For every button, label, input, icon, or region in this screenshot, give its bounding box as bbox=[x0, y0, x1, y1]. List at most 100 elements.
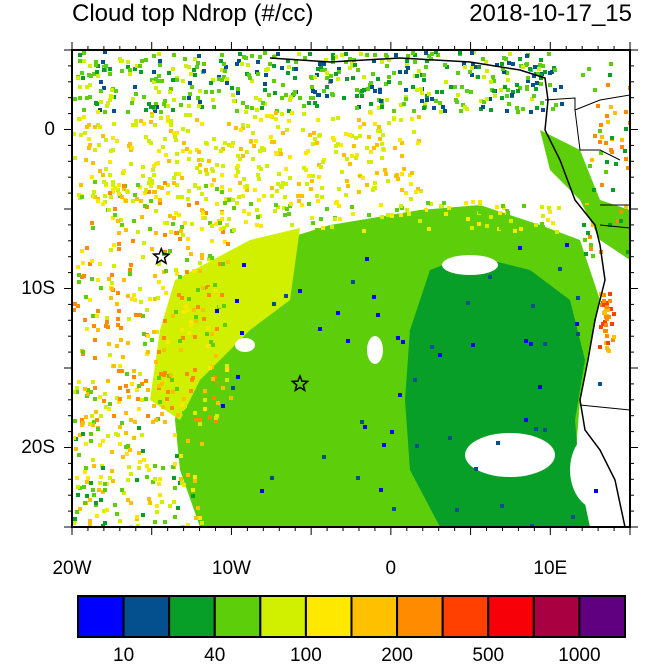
cloud-pixel bbox=[244, 56, 248, 60]
colorbar-box bbox=[441, 595, 490, 638]
cloud-pixel bbox=[149, 120, 153, 124]
cloud-pixel bbox=[383, 168, 387, 172]
cloud-pixel bbox=[171, 222, 175, 226]
cloud-pixel bbox=[372, 59, 376, 63]
cloud-pixel bbox=[424, 65, 428, 69]
cloud-pixel bbox=[530, 524, 534, 527]
cloud-pixel bbox=[329, 74, 333, 78]
cloud-pixel bbox=[144, 397, 148, 401]
cloud-pixel bbox=[438, 101, 442, 105]
cloud-pixel bbox=[608, 73, 612, 77]
cloud-pixel bbox=[152, 54, 156, 58]
cloud-pixel bbox=[187, 96, 191, 100]
cloud-pixel bbox=[387, 75, 391, 79]
cloud-pixel bbox=[310, 85, 314, 89]
cloud-pixel bbox=[398, 138, 402, 142]
cloud-pixel bbox=[170, 378, 174, 382]
cloud-pixel bbox=[130, 382, 134, 386]
cloud-pixel bbox=[91, 161, 95, 165]
cloud-pixel bbox=[197, 150, 201, 154]
cloud-pixel bbox=[169, 123, 173, 127]
cloud-pixel bbox=[197, 54, 201, 58]
cloud-pixel bbox=[214, 354, 218, 358]
cloud-pixel bbox=[284, 294, 288, 298]
colorbar-box bbox=[213, 595, 262, 638]
cloud-pixel bbox=[160, 79, 164, 83]
cloud-pixel bbox=[139, 300, 143, 304]
cloud-pixel bbox=[265, 114, 269, 118]
cloud-pixel bbox=[155, 504, 159, 508]
cloud-pixel bbox=[540, 101, 544, 105]
cloud-pixel bbox=[157, 52, 161, 56]
cloud-pixel bbox=[146, 414, 150, 418]
cloud-pixel bbox=[202, 62, 206, 66]
cloud-pixel bbox=[242, 263, 246, 267]
cloud-pixel bbox=[212, 178, 216, 182]
cloud-pixel bbox=[279, 152, 283, 156]
cloud-pixel bbox=[147, 190, 151, 194]
cloud-pixel bbox=[143, 342, 147, 346]
cloud-pixel bbox=[101, 439, 105, 443]
cloud-pixel bbox=[152, 404, 156, 408]
cloud-pixel bbox=[181, 233, 185, 237]
cloud-pixel bbox=[171, 67, 175, 71]
cloud-pixel bbox=[608, 223, 612, 227]
cloud-pixel bbox=[220, 293, 224, 297]
cloud-pixel bbox=[199, 322, 203, 326]
cloud-pixel bbox=[145, 464, 149, 468]
cloud-pixel bbox=[96, 309, 100, 313]
cloud-pixel bbox=[152, 190, 156, 194]
cloud-pixel bbox=[163, 520, 167, 524]
cloud-pixel bbox=[231, 198, 235, 202]
cloud-pixel bbox=[220, 217, 224, 221]
cloud-pixel bbox=[594, 489, 598, 493]
cloud-pixel bbox=[171, 108, 175, 112]
cloud-pixel bbox=[140, 382, 144, 386]
cloud-pixel bbox=[470, 66, 474, 70]
cloud-pixel bbox=[172, 53, 176, 57]
cloud-pixel bbox=[505, 94, 509, 98]
cloud-pixel bbox=[166, 191, 170, 195]
cloud-pixel bbox=[430, 52, 434, 56]
cloud-pixel bbox=[226, 260, 230, 264]
cloud-pixel bbox=[128, 272, 132, 276]
cloud-pixel bbox=[93, 397, 97, 401]
cloud-pixel bbox=[118, 442, 122, 446]
cloud-pixel bbox=[348, 57, 352, 61]
cloud-pixel bbox=[89, 481, 93, 485]
cloud-pixel bbox=[355, 153, 359, 157]
cloud-region-dark-green bbox=[405, 255, 590, 527]
cloud-pixel bbox=[186, 308, 190, 312]
cloud-pixel bbox=[605, 301, 609, 305]
cloud-pixel bbox=[141, 255, 145, 259]
cloud-pixel bbox=[101, 202, 105, 206]
cloud-pixel bbox=[236, 164, 240, 168]
cloud-pixel bbox=[276, 52, 280, 56]
cloud-pixel bbox=[72, 132, 76, 136]
cloud-pixel bbox=[82, 59, 86, 63]
cloud-pixel bbox=[116, 219, 120, 223]
cloud-pixel bbox=[131, 123, 135, 127]
cloud-pixel bbox=[229, 396, 233, 400]
cloud-pixel bbox=[129, 162, 133, 166]
cloud-pixel bbox=[396, 177, 400, 181]
cloud-pixel bbox=[175, 183, 179, 187]
cloud-pixel bbox=[225, 81, 229, 85]
cloud-pixel bbox=[154, 209, 158, 213]
cloud-pixel bbox=[358, 134, 362, 138]
cloud-pixel bbox=[378, 137, 382, 141]
cloud-pixel bbox=[75, 510, 79, 514]
cloud-pixel bbox=[154, 86, 158, 90]
cloud-pixel bbox=[596, 104, 600, 108]
cloud-pixel bbox=[530, 97, 534, 101]
cloud-pixel bbox=[369, 102, 373, 106]
cloud-pixel bbox=[99, 475, 103, 479]
cloud-pixel bbox=[379, 203, 383, 207]
cloud-pixel bbox=[223, 201, 227, 205]
cloud-pixel bbox=[169, 373, 173, 377]
cloud-pixel bbox=[358, 125, 362, 129]
cloud-pixel bbox=[129, 263, 133, 267]
cloud-pixel bbox=[140, 433, 144, 437]
cloud-pixel bbox=[117, 369, 121, 373]
cloud-pixel bbox=[307, 202, 311, 206]
